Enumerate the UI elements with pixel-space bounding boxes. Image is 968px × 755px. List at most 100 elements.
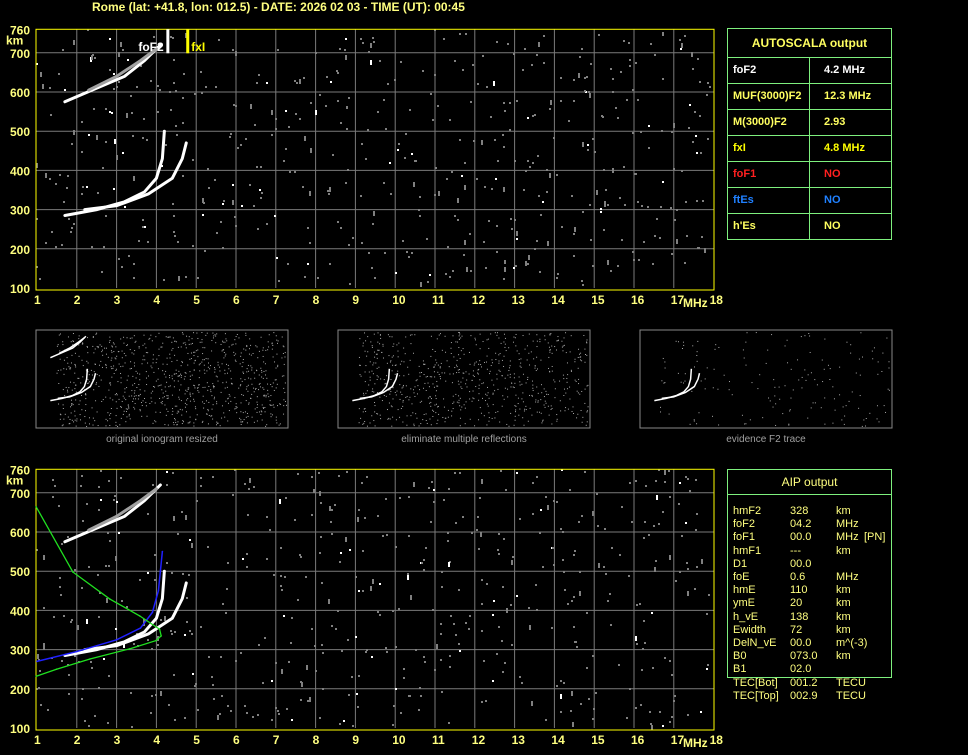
noise-dot (386, 409, 388, 411)
noise-dot (778, 386, 780, 388)
noise-dot (40, 72, 42, 77)
noise-dot (45, 173, 47, 178)
noise-dot (158, 332, 160, 334)
noise-dot (478, 399, 480, 401)
noise-dot (243, 419, 245, 421)
noise-dot (337, 221, 339, 223)
noise-dot (215, 86, 217, 88)
noise-dot (71, 227, 73, 229)
noise-dot (194, 93, 196, 95)
noise-dot (73, 382, 75, 384)
noise-dot (514, 419, 516, 421)
noise-dot (662, 32, 664, 34)
noise-dot (515, 333, 517, 335)
noise-dot (52, 496, 54, 498)
noise-dot (37, 654, 39, 659)
x-tick-label: 18 (710, 293, 724, 307)
plot-frame (35, 28, 715, 291)
noise-dot (188, 574, 190, 576)
noise-dot (267, 393, 269, 395)
noise-dot (503, 278, 505, 280)
noise-dot (533, 358, 535, 360)
noise-dot (673, 168, 675, 170)
noise-dot (95, 400, 97, 402)
noise-dot (700, 152, 702, 154)
noise-dot (508, 370, 510, 372)
noise-dot (328, 599, 330, 604)
noise-dot (168, 374, 170, 376)
noise-dot (487, 405, 489, 407)
noise-dot (358, 422, 360, 424)
noise-dot (313, 491, 315, 493)
noise-dot (433, 371, 435, 373)
noise-dot (99, 592, 101, 594)
noise-dot (684, 373, 686, 375)
noise-dot (540, 509, 542, 511)
noise-dot (162, 370, 164, 372)
noise-dot (251, 393, 253, 395)
noise-dot (641, 669, 643, 671)
noise-dot (420, 695, 422, 697)
noise-dot (195, 683, 197, 685)
noise-dot (63, 359, 65, 361)
noise-dot (134, 390, 136, 392)
noise-dot (790, 397, 792, 399)
noise-dot (310, 148, 312, 153)
aip-cell: 00.0 (790, 531, 812, 544)
noise-dot (240, 352, 242, 354)
thumbnail-trace (661, 373, 701, 400)
noise-dot (673, 700, 675, 702)
x-tick-label: 18 (710, 733, 724, 747)
noise-dot (135, 370, 137, 372)
noise-dot (260, 410, 262, 412)
noise-dot (437, 364, 439, 366)
noise-dot (176, 405, 178, 407)
noise-dot (402, 405, 404, 407)
noise-dot (824, 338, 826, 340)
noise-dot (600, 208, 602, 210)
noise-dot (669, 660, 671, 662)
noise-dot (222, 349, 224, 351)
noise-dot (679, 571, 681, 573)
noise-dot (322, 652, 324, 654)
foF2-marker (166, 29, 170, 54)
noise-dot (212, 404, 214, 406)
noise-dot (118, 532, 120, 534)
noise-dot (212, 684, 214, 686)
noise-dot (331, 625, 333, 627)
noise-dot (479, 497, 481, 499)
noise-dot (311, 514, 313, 516)
noise-dot (213, 398, 215, 400)
aip-row: DelN_vE 00.0 m^(-3) (733, 637, 885, 650)
noise-dot (576, 646, 578, 648)
noise-dot (166, 357, 168, 359)
noise-dot (223, 412, 225, 414)
noise-dot (503, 355, 505, 357)
noise-dot (224, 369, 226, 371)
noise-dot (383, 394, 385, 396)
noise-dot (570, 335, 572, 337)
trace-point (157, 590, 160, 592)
noise-dot (536, 411, 538, 413)
trace-point (115, 515, 118, 518)
noise-dot (458, 402, 460, 404)
x-tick-label: 14 (551, 293, 565, 307)
y-axis-unit: km (6, 473, 23, 487)
noise-dot (206, 382, 208, 384)
noise-dot (232, 494, 234, 496)
noise-dot (865, 418, 867, 420)
noise-dot (504, 267, 506, 272)
noise-dot (448, 562, 450, 567)
noise-dot (463, 254, 465, 256)
noise-dot (626, 99, 628, 101)
noise-dot (163, 279, 165, 281)
noise-dot (444, 417, 446, 419)
trace-point (139, 499, 142, 502)
noise-dot (131, 352, 133, 354)
noise-dot (516, 595, 518, 597)
noise-dot (178, 398, 180, 400)
noise-dot (586, 667, 588, 669)
noise-dot (488, 412, 490, 414)
noise-dot (419, 215, 421, 217)
noise-dot (270, 383, 272, 385)
